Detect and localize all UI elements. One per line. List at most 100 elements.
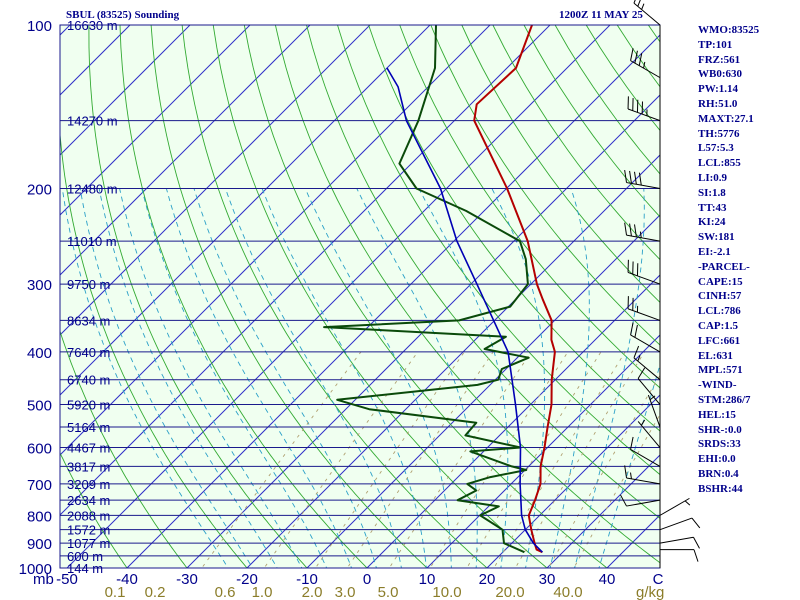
pressure-tick-label: 900 [27,536,52,553]
mixing-ratio-tick-label: 10.0 [432,584,461,600]
pressure-tick-label: 1000 [19,561,52,578]
pressure-tick-label: 400 [27,345,52,362]
isotherm-line [60,25,251,216]
isotherm-line [66,25,611,568]
dry-adiabat-line [60,451,128,568]
wind-barb [630,322,661,353]
plot-area [0,25,800,580]
pressure-unit-label: mb [33,571,54,588]
plot-background [60,25,660,568]
temperature-tick-label: -30 [176,571,198,588]
height-label: 5920 m [67,398,110,413]
sounding-index-item: SI:1.8 [698,186,726,199]
dry-adiabat-line [212,25,548,568]
wind-barb [627,259,661,285]
dry-adiabat-line [119,25,368,568]
dry-adiabat-line [274,25,660,564]
temperature-tick-label: -40 [116,571,138,588]
dry-adiabat-line [773,25,800,580]
sounding-index-item: SW:181 [698,231,735,244]
sounding-index-item: BSHR:44 [698,482,743,495]
wind-barb [637,367,661,405]
station-title: SBUL (83525) Sounding [66,9,180,21]
temperature-tick-label: -10 [296,571,318,588]
sounding-index-item: MPL:571 [698,364,743,377]
mixing-ratio-line [263,351,419,568]
wind-barb [624,222,661,242]
dry-adiabat-line [60,329,188,568]
pressure-tick-label: 700 [27,477,52,494]
dewpoint-profile-line [323,25,530,554]
height-label: 3209 m [67,477,110,492]
height-label: 4467 m [67,441,110,456]
sounding-index-item: HEL:15 [698,408,736,421]
dry-adiabat-line [88,25,308,568]
dry-adiabat-line [150,25,428,568]
isotherm-line [0,25,10,568]
sounding-index-item: -WIND- [698,379,737,392]
pressure-tick-label: 100 [27,18,52,35]
dry-adiabat-line [399,25,660,389]
isotherm-line [366,274,660,568]
height-label: 3817 m [67,459,110,474]
temperature-tick-label: 30 [539,571,556,588]
sounding-index-item: STM:286/7 [698,393,751,406]
sounding-index-item: LI:0.9 [698,171,728,184]
mixing-ratio-line [346,351,494,568]
sounding-index-item: L57:5.3 [698,142,734,155]
isotherm-line [60,25,371,336]
sounding-index-item: LCL:786 [698,305,741,318]
sounding-index-item: EHI:0.0 [698,453,736,466]
sounding-index-item: TP:101 [698,38,733,51]
mixing-ratio-tick-label: 40.0 [553,584,582,600]
height-label: 600 m [67,549,103,564]
wind-barb [624,169,661,189]
wind-barb [630,436,661,467]
sounding-indices-list: WMO:83525 TP:101 FRZ:561 WB0:630 PW:1.14 RH:5… [698,23,759,497]
temperature-unit-label: C [653,571,664,588]
height-label: 2088 m [67,508,110,523]
moist-adiabat-line [119,188,303,568]
sounding-index-item: KI:24 [698,216,726,229]
wind-barb [633,0,661,26]
isotherm-line [60,25,551,516]
mixing-ratio-tick-label: 0.6 [215,584,236,600]
isotherm-line [186,94,660,568]
height-label: 14270 m [67,114,118,129]
moist-adiabat-line [79,188,254,568]
sounding-index-item: RH:51.0 [698,97,738,110]
moist-adiabat-line [98,188,278,568]
mixing-ratio-unit-label: g/kg [636,584,664,600]
mixing-ratio-tick-label: 5.0 [378,584,399,600]
height-label: 6740 m [67,373,110,388]
wind-barb [659,536,700,549]
wind-barb [659,497,691,516]
mixing-ratio-tick-label: 1.0 [252,584,273,600]
sounding-index-item: MAXT:27.1 [698,112,754,125]
dry-adiabat-line [430,25,660,346]
dry-adiabat-line [181,25,488,568]
isotherm-line [60,25,191,156]
sounding-index-item: -PARCEL- [698,260,750,273]
mixing-ratio-tick-label: 20.0 [495,584,524,600]
moist-adiabat-line [356,188,478,568]
sounding-index-item: SRDS:33 [698,438,741,451]
temperature-tick-label: -20 [236,571,258,588]
temperature-tick-label: 40 [599,571,616,588]
moist-adiabat-line [574,188,645,568]
height-label: 11010 m [67,234,117,249]
height-label: 7640 m [67,345,110,360]
isotherm-line [60,25,311,276]
wind-barb [647,394,661,428]
sounding-index-item: PW:1.14 [698,83,739,96]
sounding-index-item: TH:5776 [698,127,740,140]
sounding-index-item: SHR-:0.0 [698,423,742,436]
height-label: 8634 m [67,313,110,328]
valid-time: 1200Z 11 MAY 25 [559,9,643,21]
moist-adiabat-line [598,363,660,568]
dry-adiabat-line [306,25,660,519]
isotherm-line [60,25,431,396]
mixing-ratio-line [466,351,602,568]
pressure-tick-label: 800 [27,508,52,525]
